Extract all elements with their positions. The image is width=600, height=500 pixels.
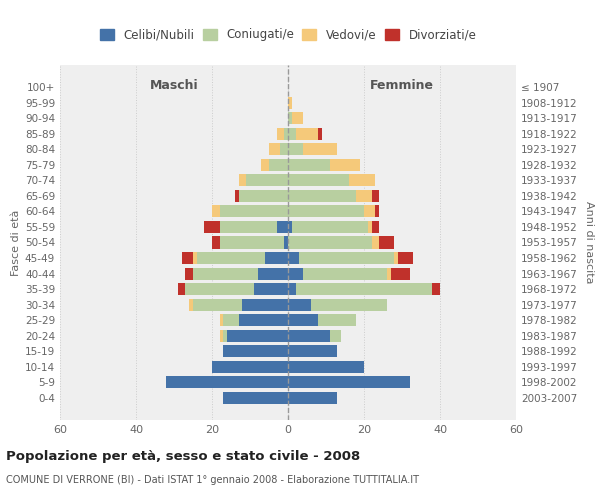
Bar <box>288 283 296 295</box>
Bar <box>288 376 410 388</box>
Bar <box>212 360 288 373</box>
Bar <box>288 330 330 342</box>
Bar <box>246 174 288 186</box>
Bar <box>371 190 379 202</box>
Bar <box>288 206 364 218</box>
Text: Femmine: Femmine <box>370 80 434 92</box>
Bar <box>269 159 288 171</box>
Bar <box>212 236 220 248</box>
Bar <box>193 298 242 310</box>
Bar <box>288 221 292 233</box>
Bar <box>376 206 379 218</box>
Bar <box>212 206 220 218</box>
Bar <box>368 221 371 233</box>
Bar <box>330 159 360 171</box>
Bar <box>288 236 371 248</box>
Bar <box>239 190 288 202</box>
Bar <box>319 128 322 140</box>
Bar <box>288 298 311 310</box>
Bar <box>257 268 288 280</box>
Bar <box>277 221 288 233</box>
Bar <box>288 112 292 124</box>
Bar <box>182 252 193 264</box>
Bar <box>288 268 303 280</box>
Bar <box>189 298 193 310</box>
Bar <box>288 190 356 202</box>
Bar <box>296 128 319 140</box>
Bar <box>288 128 296 140</box>
Bar <box>220 330 223 342</box>
Legend: Celibi/Nubili, Coniugati/e, Vedovi/e, Divorziati/e: Celibi/Nubili, Coniugati/e, Vedovi/e, Di… <box>96 25 480 45</box>
Bar <box>284 236 288 248</box>
Bar <box>330 330 341 342</box>
Bar <box>242 298 288 310</box>
Bar <box>288 314 319 326</box>
Bar <box>265 252 288 264</box>
Bar <box>371 236 379 248</box>
Bar <box>364 206 376 218</box>
Text: COMUNE DI VERRONE (BI) - Dati ISTAT 1° gennaio 2008 - Elaborazione TUTTITALIA.IT: COMUNE DI VERRONE (BI) - Dati ISTAT 1° g… <box>6 475 419 485</box>
Bar <box>288 360 364 373</box>
Bar <box>223 392 288 404</box>
Bar <box>379 236 394 248</box>
Bar <box>193 252 197 264</box>
Bar <box>288 392 337 404</box>
Bar <box>292 221 368 233</box>
Bar <box>220 314 223 326</box>
Y-axis label: Anni di nascita: Anni di nascita <box>584 201 594 284</box>
Bar <box>433 283 440 295</box>
Bar <box>356 190 371 202</box>
Bar <box>254 283 288 295</box>
Bar <box>303 268 387 280</box>
Bar <box>178 283 185 295</box>
Bar <box>220 221 277 233</box>
Bar <box>288 159 330 171</box>
Bar <box>280 144 288 156</box>
Bar <box>288 144 303 156</box>
Bar <box>391 268 410 280</box>
Bar <box>227 330 288 342</box>
Bar <box>239 314 288 326</box>
Bar <box>235 190 239 202</box>
Bar <box>288 96 292 109</box>
Bar <box>220 236 284 248</box>
Bar <box>349 174 376 186</box>
Bar <box>296 283 433 295</box>
Bar <box>288 345 337 358</box>
Bar <box>288 174 349 186</box>
Bar <box>371 221 379 233</box>
Bar <box>197 252 265 264</box>
Bar <box>398 252 413 264</box>
Bar <box>262 159 269 171</box>
Bar <box>394 252 398 264</box>
Bar <box>284 128 288 140</box>
Bar <box>223 345 288 358</box>
Text: Maschi: Maschi <box>149 80 199 92</box>
Bar <box>220 206 288 218</box>
Bar <box>185 268 193 280</box>
Bar <box>277 128 284 140</box>
Bar <box>223 314 239 326</box>
Bar <box>311 298 387 310</box>
Bar <box>239 174 246 186</box>
Bar <box>299 252 394 264</box>
Bar <box>205 221 220 233</box>
Text: Popolazione per età, sesso e stato civile - 2008: Popolazione per età, sesso e stato civil… <box>6 450 360 463</box>
Bar <box>166 376 288 388</box>
Bar <box>223 330 227 342</box>
Bar <box>185 283 254 295</box>
Bar <box>292 112 303 124</box>
Y-axis label: Fasce di età: Fasce di età <box>11 210 21 276</box>
Bar <box>269 144 280 156</box>
Bar <box>319 314 356 326</box>
Bar <box>303 144 337 156</box>
Bar <box>288 252 299 264</box>
Bar <box>193 268 257 280</box>
Bar <box>387 268 391 280</box>
